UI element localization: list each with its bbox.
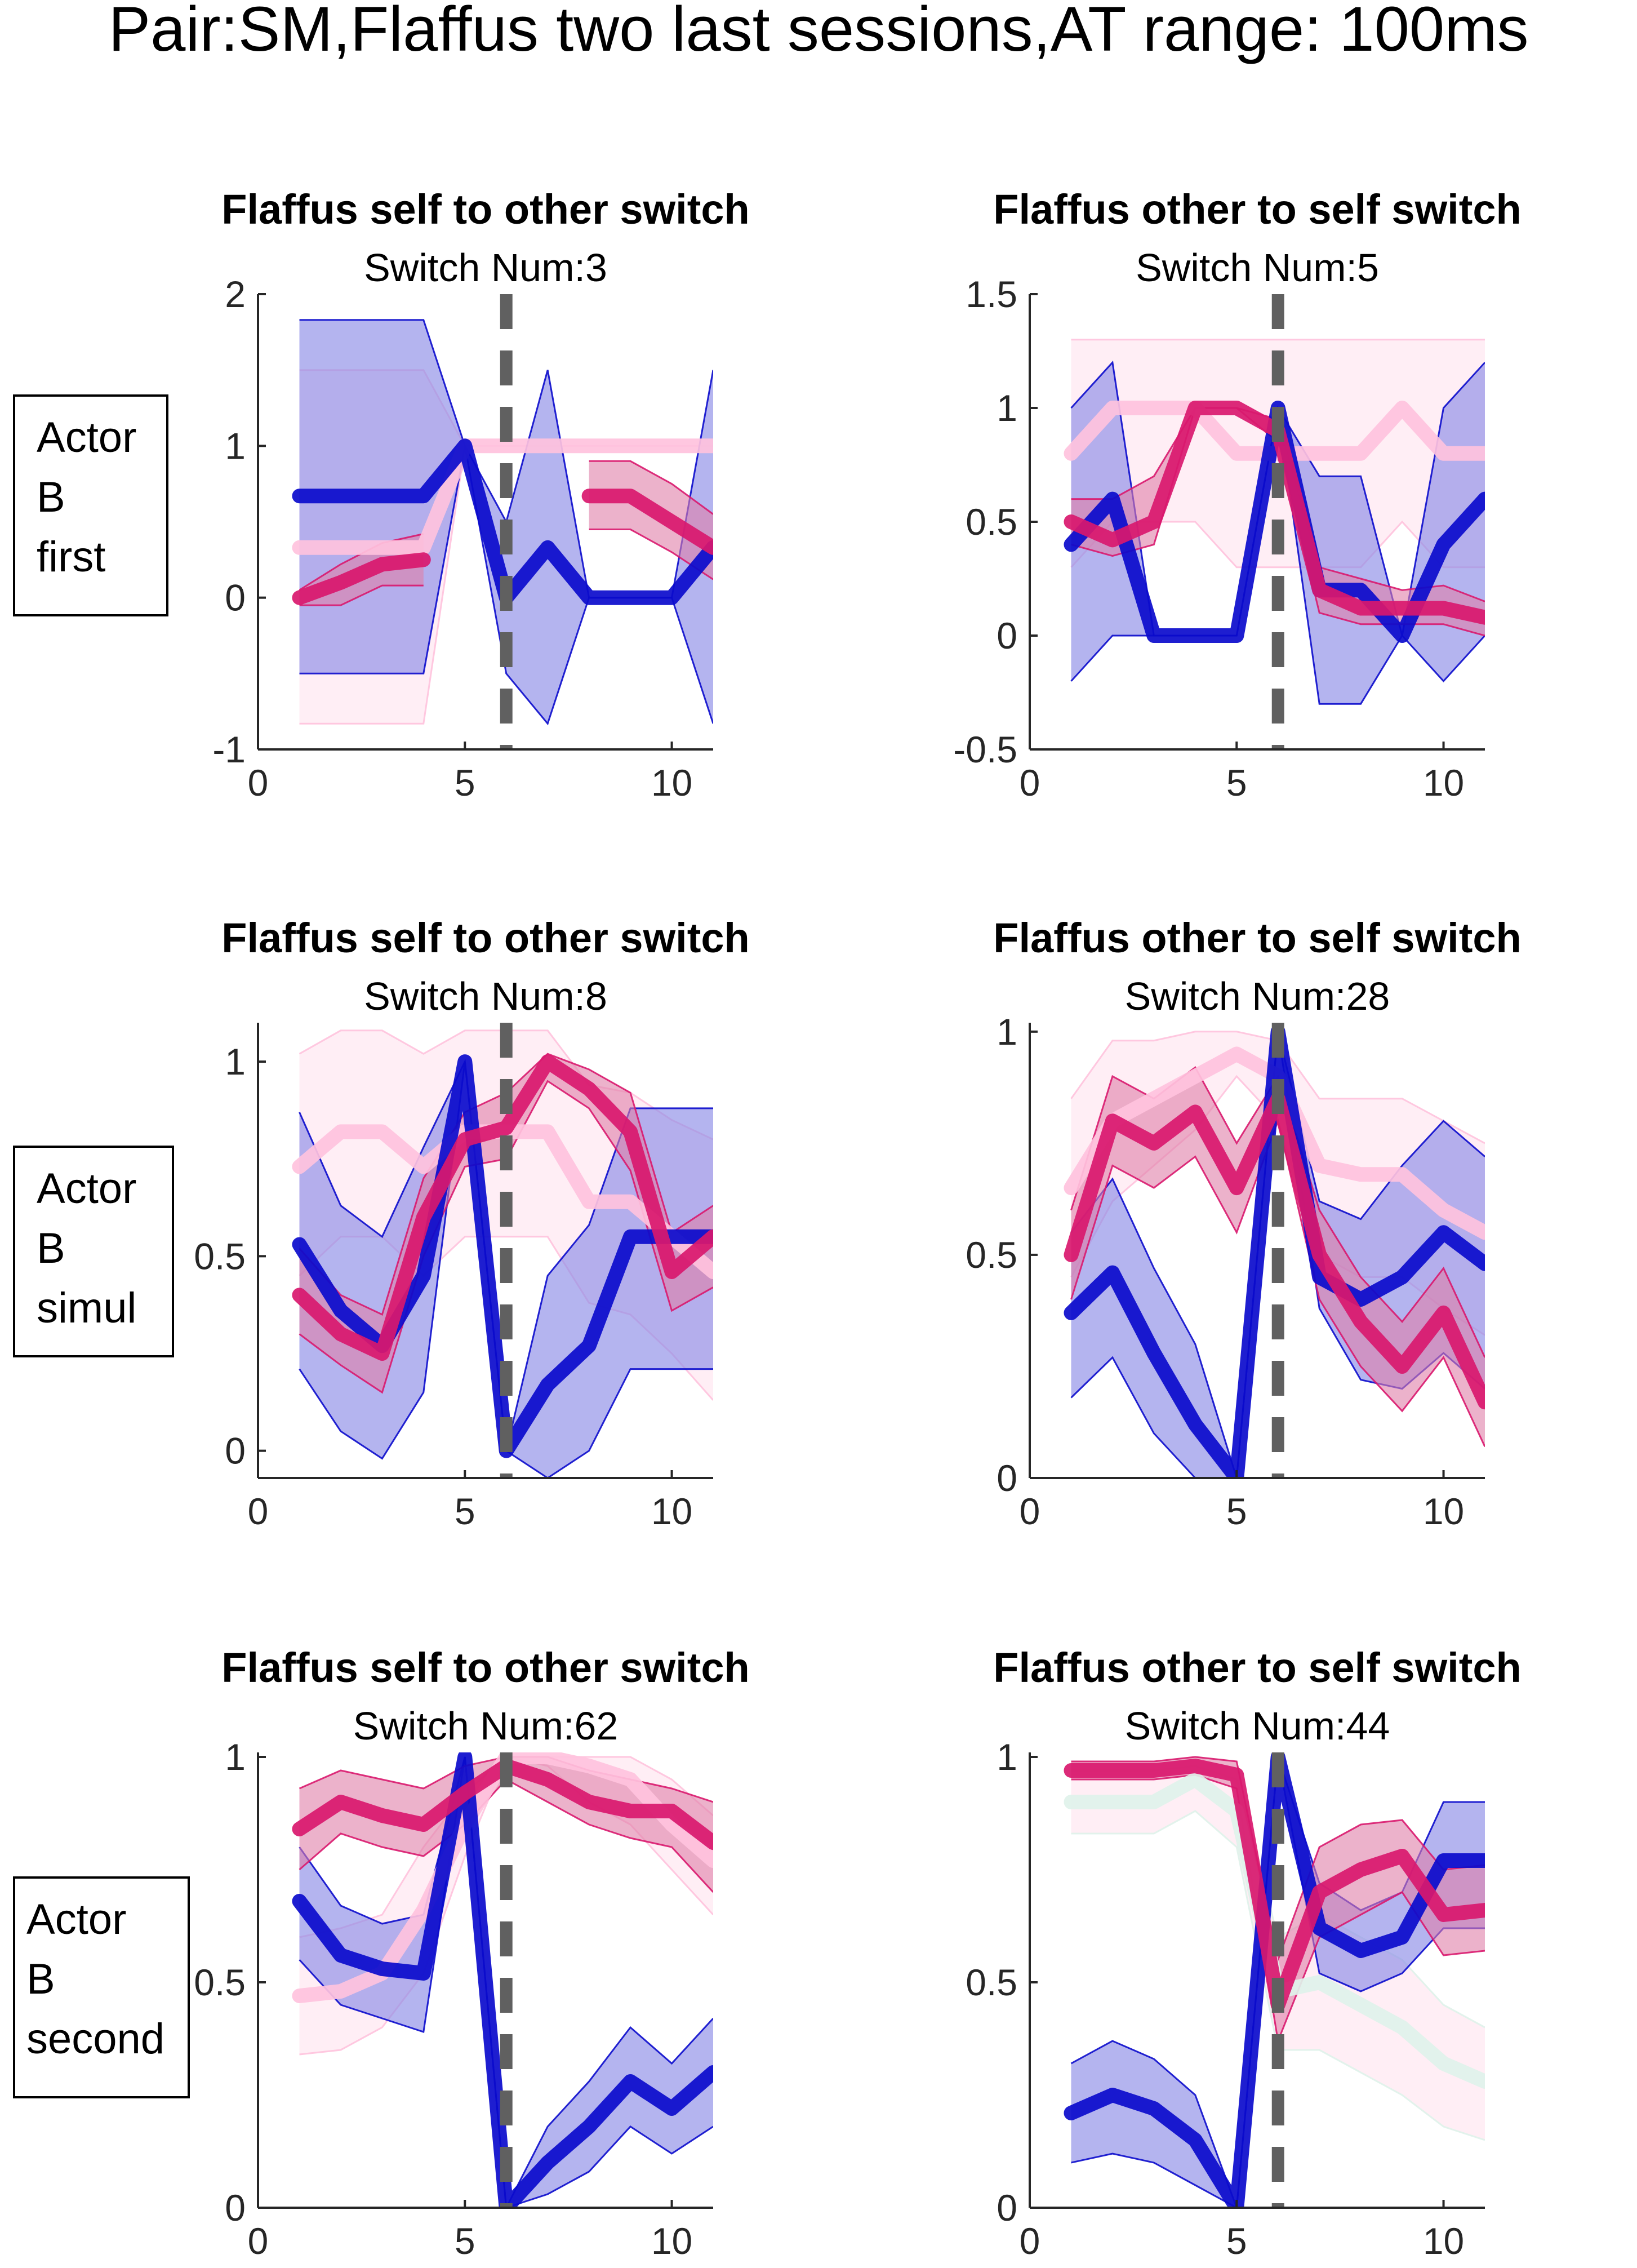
y-tick-label: 2 — [225, 273, 246, 315]
y-tick-label: 1 — [997, 1011, 1017, 1053]
chart-panel-6: Flaffus other to self switch Switch Num:4… — [966, 1644, 1521, 2262]
row-label-text: second — [26, 2015, 164, 2063]
ci-upper-blue — [299, 1756, 713, 2208]
row-label-text: Actor — [26, 1896, 126, 1943]
row-label-frame — [13, 1146, 174, 1357]
ci-band-magenta — [299, 1757, 713, 1892]
x-tick-label: 0 — [248, 1490, 269, 1532]
x-tick-label: 10 — [1423, 2220, 1464, 2262]
row-label-text: B — [37, 473, 65, 521]
mean-line-magenta — [292, 1054, 713, 1361]
x-tick-label: 0 — [248, 762, 269, 804]
ci-lower-blue — [299, 1756, 713, 2208]
y-tick-label: 0.5 — [194, 1961, 246, 2003]
x-tick-label: 0 — [1020, 762, 1040, 804]
y-tick-label: 0 — [225, 577, 246, 619]
panel-subtitle: Switch Num:44 — [1125, 1704, 1390, 1748]
x-tick-label: 10 — [1423, 1490, 1464, 1532]
panel-subtitle: Switch Num:28 — [1125, 974, 1390, 1018]
panel-subtitle: Switch Num:3 — [364, 246, 607, 290]
y-tick-label: 1 — [997, 387, 1017, 429]
row-label-text: simul — [37, 1284, 136, 1332]
x-tick-label: 10 — [1423, 762, 1464, 804]
panel-title: Flaffus other to self switch — [993, 1644, 1521, 1691]
row-label-text: Actor — [37, 414, 136, 461]
row-label-text: B — [37, 1224, 65, 1272]
plot-area — [292, 294, 713, 749]
x-tick-label: 10 — [651, 2220, 692, 2262]
row-label-text: Actor — [37, 1165, 136, 1213]
y-tick-label: 0 — [225, 2187, 246, 2229]
y-tick-label: 1 — [997, 1736, 1017, 1778]
plot-area — [292, 1023, 713, 1478]
y-tick-label: 1.5 — [966, 273, 1017, 315]
y-tick-label: 0 — [997, 615, 1017, 656]
plot-area — [1064, 1023, 1485, 1478]
y-tick-label: 0 — [225, 1430, 246, 1472]
ci-band-blue — [299, 1062, 713, 1478]
y-tick-label: 0.5 — [966, 1961, 1017, 2003]
x-tick-label: 5 — [455, 762, 475, 804]
ci-band-blue — [1071, 1757, 1485, 2208]
y-tick-label: 1 — [225, 1736, 246, 1778]
y-tick-label: -1 — [212, 729, 246, 770]
chart-panel-5: Flaffus self to other switch Switch Num:6… — [194, 1644, 749, 2262]
ci-upper-magenta — [589, 460, 713, 515]
y-tick-label: 1 — [225, 1041, 246, 1082]
x-tick-label: 5 — [455, 1490, 475, 1532]
mean-line-magenta — [292, 552, 431, 605]
y-tick-label: 0.5 — [194, 1235, 246, 1277]
mean-line-magenta — [581, 489, 713, 555]
row-label-text: B — [26, 1955, 55, 2003]
y-tick-label: 0 — [997, 2187, 1017, 2229]
plot-area — [292, 1752, 713, 2208]
panel-title: Flaffus other to self switch — [993, 915, 1521, 961]
row-label-frame — [13, 1876, 190, 2098]
chart-panel-2: Flaffus other to self switch Switch Num:5… — [953, 186, 1521, 804]
x-tick-label: 0 — [248, 2220, 269, 2262]
mean-line-pink — [292, 438, 713, 555]
figure-title: Pair:SM,Flaffus two last sessions,AT ran… — [108, 0, 1528, 64]
x-tick-label: 0 — [1020, 2220, 1040, 2262]
panel-title: Flaffus self to other switch — [221, 915, 749, 961]
y-tick-label: 0 — [997, 1457, 1017, 1499]
panel-title: Flaffus self to other switch — [221, 1644, 749, 1691]
x-tick-label: 10 — [651, 1490, 692, 1532]
panel-subtitle: Switch Num:5 — [1136, 246, 1379, 290]
row-label-frame — [13, 394, 168, 616]
panel-title: Flaffus other to self switch — [993, 186, 1521, 233]
plot-area — [1064, 1752, 1485, 2208]
y-tick-label: 0.5 — [966, 1234, 1017, 1276]
chart-panel-4: Flaffus other to self switch Switch Num:2… — [966, 915, 1521, 1532]
y-tick-label: 1 — [225, 425, 246, 467]
x-tick-label: 5 — [1226, 762, 1247, 804]
row-label-text: first — [37, 533, 105, 581]
mean-line-blue — [292, 1752, 713, 2208]
panel-subtitle: Switch Num:62 — [353, 1704, 619, 1748]
x-tick-label: 10 — [651, 762, 692, 804]
panel-subtitle: Switch Num:8 — [364, 974, 607, 1018]
ci-lower-magenta — [299, 584, 424, 606]
plot-area — [1064, 294, 1485, 749]
x-tick-label: 5 — [1226, 1490, 1247, 1532]
ci-band-magenta — [1071, 1757, 1485, 2041]
y-tick-label: 0.5 — [966, 501, 1017, 543]
x-tick-label: 5 — [1226, 2220, 1247, 2262]
y-tick-label: -0.5 — [953, 729, 1017, 770]
panel-title: Flaffus self to other switch — [221, 186, 749, 233]
panels: Flaffus self to other switch Switch Num:3… — [194, 186, 1521, 2262]
chart-panel-3: Flaffus self to other switch Switch Num:8… — [194, 915, 749, 1532]
x-tick-label: 5 — [455, 2220, 475, 2262]
x-tick-label: 0 — [1020, 1490, 1040, 1532]
chart-panel-1: Flaffus self to other switch Switch Num:3… — [212, 186, 749, 804]
